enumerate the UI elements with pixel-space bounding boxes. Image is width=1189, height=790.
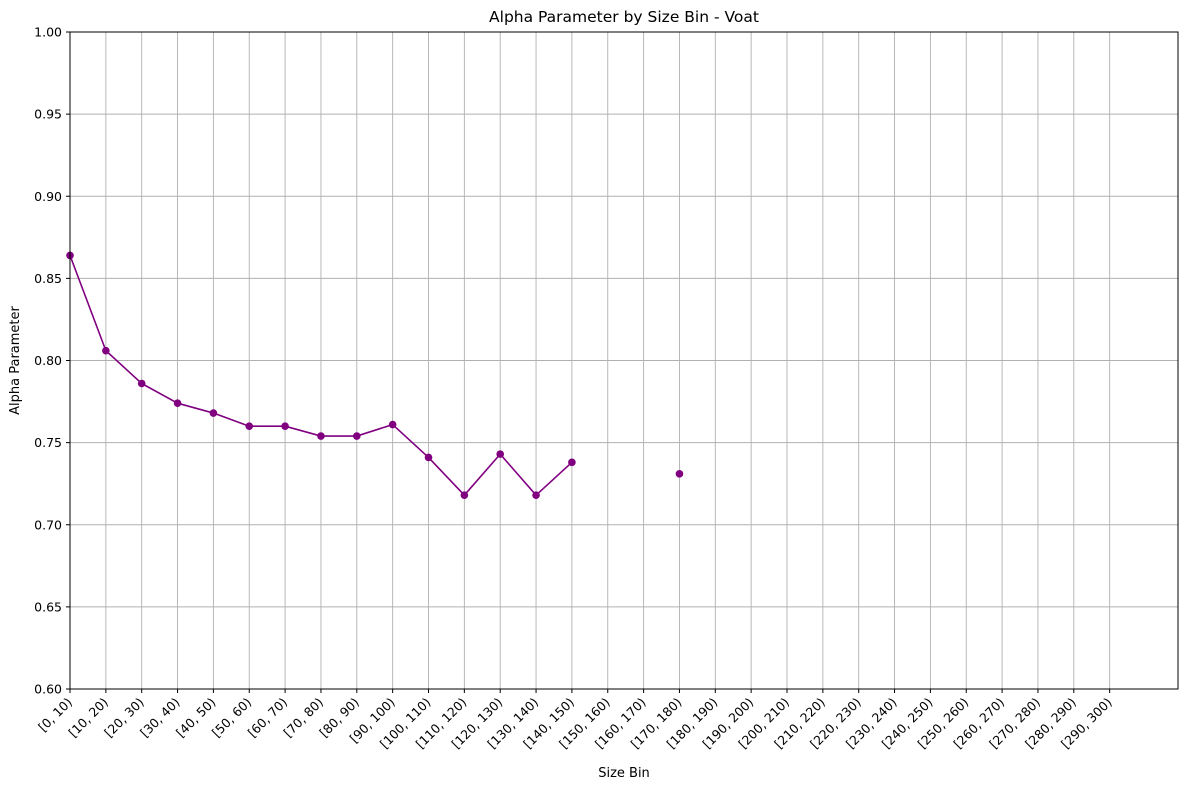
series-layer: [66, 251, 684, 499]
data-point: [460, 491, 469, 499]
y-axis-label: Alpha Parameter: [8, 305, 23, 414]
y-axis: 0.60 0.65 0.70 0.75 0.80 0.85 0.90 0.95 1.00: [34, 25, 70, 697]
data-point: [675, 470, 684, 478]
data-point: [245, 422, 254, 431]
y-tick-label: 1.00: [34, 25, 62, 40]
y-tick-label: 0.85: [34, 271, 62, 286]
data-point: [209, 409, 218, 417]
y-tick-label: 0.95: [34, 107, 62, 122]
data-point: [281, 422, 289, 431]
data-point: [173, 399, 182, 408]
data-point: [568, 458, 576, 467]
data-point: [353, 432, 361, 440]
data-point: [532, 491, 540, 499]
data-point: [137, 379, 146, 388]
y-tick-label: 0.60: [34, 682, 62, 697]
chart-title: Alpha Parameter by Size Bin - Voat: [489, 8, 759, 26]
data-point: [388, 420, 397, 429]
y-tick-label: 0.80: [34, 353, 62, 368]
grid-lines: [69, 31, 1178, 690]
data-point: [424, 453, 433, 462]
y-tick-label: 0.75: [34, 435, 62, 450]
data-point: [496, 450, 505, 458]
data-point: [317, 432, 325, 440]
data-point: [102, 346, 110, 355]
x-axis-label: Size Bin: [598, 766, 650, 781]
y-tick-label: 0.90: [34, 189, 62, 204]
y-tick-label: 0.70: [34, 517, 62, 532]
x-axis: [0, 10)[10, 20)[20, 30)[30, 40)[40, 50)[…: [35, 689, 1115, 751]
y-tick-label: 0.65: [34, 599, 62, 614]
